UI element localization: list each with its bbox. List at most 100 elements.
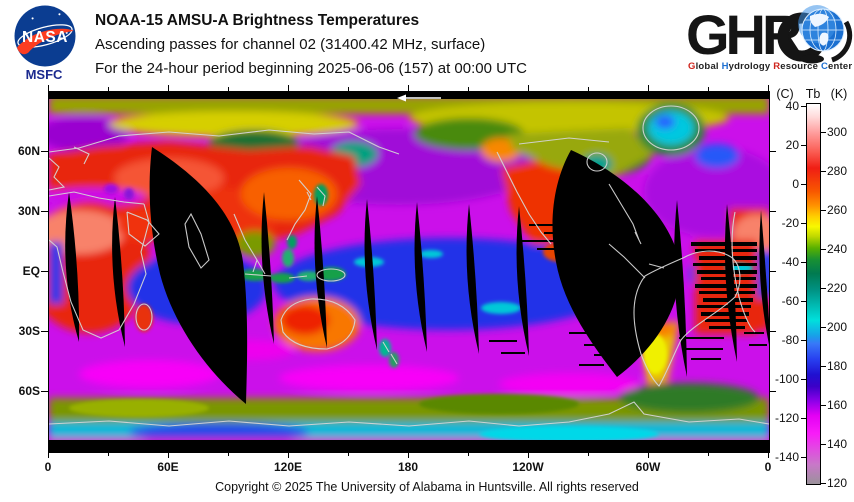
lon-minor-tick	[348, 452, 349, 456]
lon-major-tick	[648, 85, 649, 91]
globe-icon	[798, 5, 845, 52]
colorbar	[806, 103, 821, 485]
celsius-tick	[801, 418, 806, 420]
ghrc-tagline-word: Hydrology	[721, 61, 774, 72]
kelvin-tick-label: 160	[827, 398, 848, 412]
lat-tick-label: 60N	[17, 144, 40, 158]
kelvin-tick-label: 240	[827, 242, 848, 257]
kelvin-tick-label: 220	[827, 281, 848, 296]
lat-tick-label: 30S	[18, 324, 40, 338]
lon-major-tick	[48, 452, 49, 458]
msfc-label: MSFC	[25, 67, 63, 82]
lat-major-tick	[41, 151, 48, 152]
lon-major-tick	[168, 452, 169, 458]
lon-major-tick	[768, 85, 769, 91]
celsius-tick-label: -140	[774, 450, 799, 465]
brightness-temperature-map	[48, 91, 770, 453]
subtitle-channel: Ascending passes for channel 02 (31400.4…	[95, 36, 486, 53]
nasa-logo[interactable]: NASA	[10, 5, 80, 67]
kelvin-tick-label: 140	[827, 437, 848, 451]
kelvin-tick	[821, 444, 826, 445]
celsius-tick-label: 0	[792, 177, 799, 192]
lat-major-tick	[769, 211, 776, 212]
colorbar-title: Tb	[805, 87, 821, 101]
lon-major-tick	[528, 452, 529, 458]
kelvin-tick	[821, 288, 826, 290]
lon-tick-label: 0	[764, 460, 772, 474]
ghrc-tagline: Global Hydrology Resource Center	[688, 61, 852, 72]
kelvin-tick	[821, 132, 826, 134]
coastlines	[49, 105, 769, 427]
kelvin-tick-label: 300	[827, 125, 848, 140]
celsius-tick-label: -120	[774, 411, 799, 426]
ghrc-tagline-word: Global	[688, 61, 722, 72]
lat-tick-label: EQ	[22, 264, 40, 278]
ghrc-tagline-word: Resource	[773, 61, 821, 72]
lon-minor-tick	[348, 87, 349, 91]
lon-tick-label: 60W	[635, 460, 661, 474]
lon-major-tick	[528, 85, 529, 91]
lon-minor-tick	[228, 452, 229, 456]
lon-minor-tick	[108, 452, 109, 456]
lat-major-tick	[41, 331, 48, 332]
kelvin-tick-label: 180	[827, 359, 848, 374]
kelvin-tick-label: 200	[827, 320, 848, 335]
lon-major-tick	[288, 85, 289, 91]
lon-minor-tick	[708, 87, 709, 91]
lon-major-tick	[168, 85, 169, 91]
lat-major-tick	[41, 391, 48, 392]
lon-minor-tick	[108, 87, 109, 91]
celsius-tick	[801, 106, 806, 108]
lat-major-tick	[769, 151, 776, 152]
ghrc-logo[interactable]: GHR	[682, 2, 854, 64]
lon-tick-label: 120W	[512, 460, 544, 474]
globe-south-america	[819, 32, 829, 46]
kelvin-tick-label: 280	[827, 164, 848, 179]
lon-tick-label: 60E	[157, 460, 179, 474]
nasa-wordmark: NASA	[22, 29, 68, 46]
kelvin-tick	[821, 483, 826, 484]
celsius-tick	[801, 184, 806, 186]
page-title: NOAA-15 AMSU-A Brightness Temperatures	[95, 12, 420, 29]
celsius-tick-label: -40	[781, 255, 799, 270]
nasa-red-swoosh	[17, 28, 74, 55]
lon-minor-tick	[228, 87, 229, 91]
kelvin-tick	[821, 210, 826, 212]
lon-major-tick	[288, 452, 289, 458]
lon-tick-label: 0	[44, 460, 52, 474]
pass-start-arrow-icon	[397, 94, 441, 102]
copyright-text: Copyright © 2025 The University of Alaba…	[215, 480, 639, 494]
celsius-tick	[801, 379, 806, 381]
kelvin-tick	[821, 327, 826, 329]
lon-minor-tick	[588, 452, 589, 456]
lon-major-tick	[768, 452, 769, 458]
lon-tick-label: 120E	[273, 460, 303, 474]
colorbar-unit-kelvin: (K)	[830, 87, 848, 101]
map-raster	[49, 92, 769, 452]
lat-major-tick	[769, 331, 776, 332]
subtitle-period: For the 24-hour period beginning 2025-06…	[95, 60, 527, 77]
no-data-swaths	[49, 92, 769, 452]
kelvin-tick-label: 260	[827, 203, 848, 218]
lat-major-tick	[769, 391, 776, 392]
celsius-tick-label: -80	[781, 333, 799, 348]
nasa-orbit-ellipse	[17, 24, 73, 48]
celsius-tick	[801, 145, 806, 147]
colorbar-unit-celsius: (C)	[776, 87, 794, 101]
kelvin-tick	[821, 405, 826, 406]
celsius-tick-label: 40	[785, 99, 799, 114]
celsius-tick-label: -100	[774, 372, 799, 387]
celsius-tick-label: 20	[785, 138, 799, 153]
lat-major-tick	[769, 271, 776, 272]
lat-tick-label: 30N	[17, 204, 40, 218]
lat-major-tick	[41, 211, 48, 212]
celsius-tick	[801, 301, 806, 303]
kelvin-tick	[821, 171, 826, 173]
globe-stand-arm	[831, 20, 853, 63]
lon-minor-tick	[468, 87, 469, 91]
kelvin-tick	[821, 249, 826, 251]
lon-major-tick	[648, 452, 649, 458]
kelvin-tick	[821, 366, 826, 368]
lon-major-tick	[408, 452, 409, 458]
